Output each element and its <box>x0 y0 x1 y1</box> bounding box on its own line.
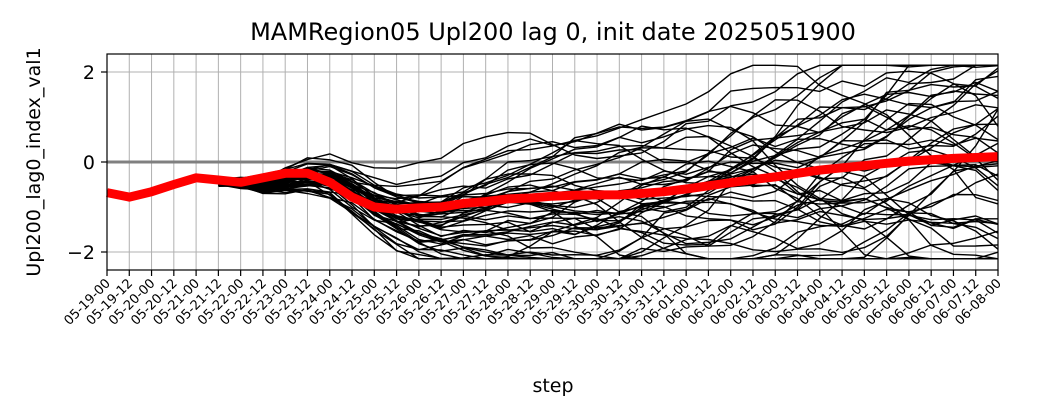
y-axis-ticks: −2 0 2 <box>67 62 107 264</box>
ensemble-member-line <box>218 124 998 260</box>
ensemble-member-line <box>218 90 999 251</box>
y-tick-label: −2 <box>67 242 95 264</box>
y-axis-label: Upl200_lag0_index_val1 <box>23 47 45 276</box>
ensemble-mean-line <box>106 152 999 214</box>
ensemble-member-line <box>218 64 998 183</box>
ensemble-member-line <box>218 163 999 260</box>
ensemble-member-line <box>218 149 999 247</box>
ensemble-member-line <box>218 160 999 230</box>
x-axis-ticks: 05-19-0005-19-1205-20-0005-20-1205-21-00… <box>61 270 1005 329</box>
x-axis-label: step <box>532 375 573 397</box>
ensemble-member-line <box>218 173 999 260</box>
y-tick-label: 0 <box>83 152 95 174</box>
chart-title: MAMRegion05 Upl200 lag 0, init date 2025… <box>250 18 856 46</box>
ensemble-member-line <box>218 67 999 206</box>
ensemble-member-line <box>218 70 999 197</box>
y-tick-label: 2 <box>83 62 95 84</box>
series-lines <box>106 152 999 214</box>
ensemble-member-line <box>218 90 999 204</box>
